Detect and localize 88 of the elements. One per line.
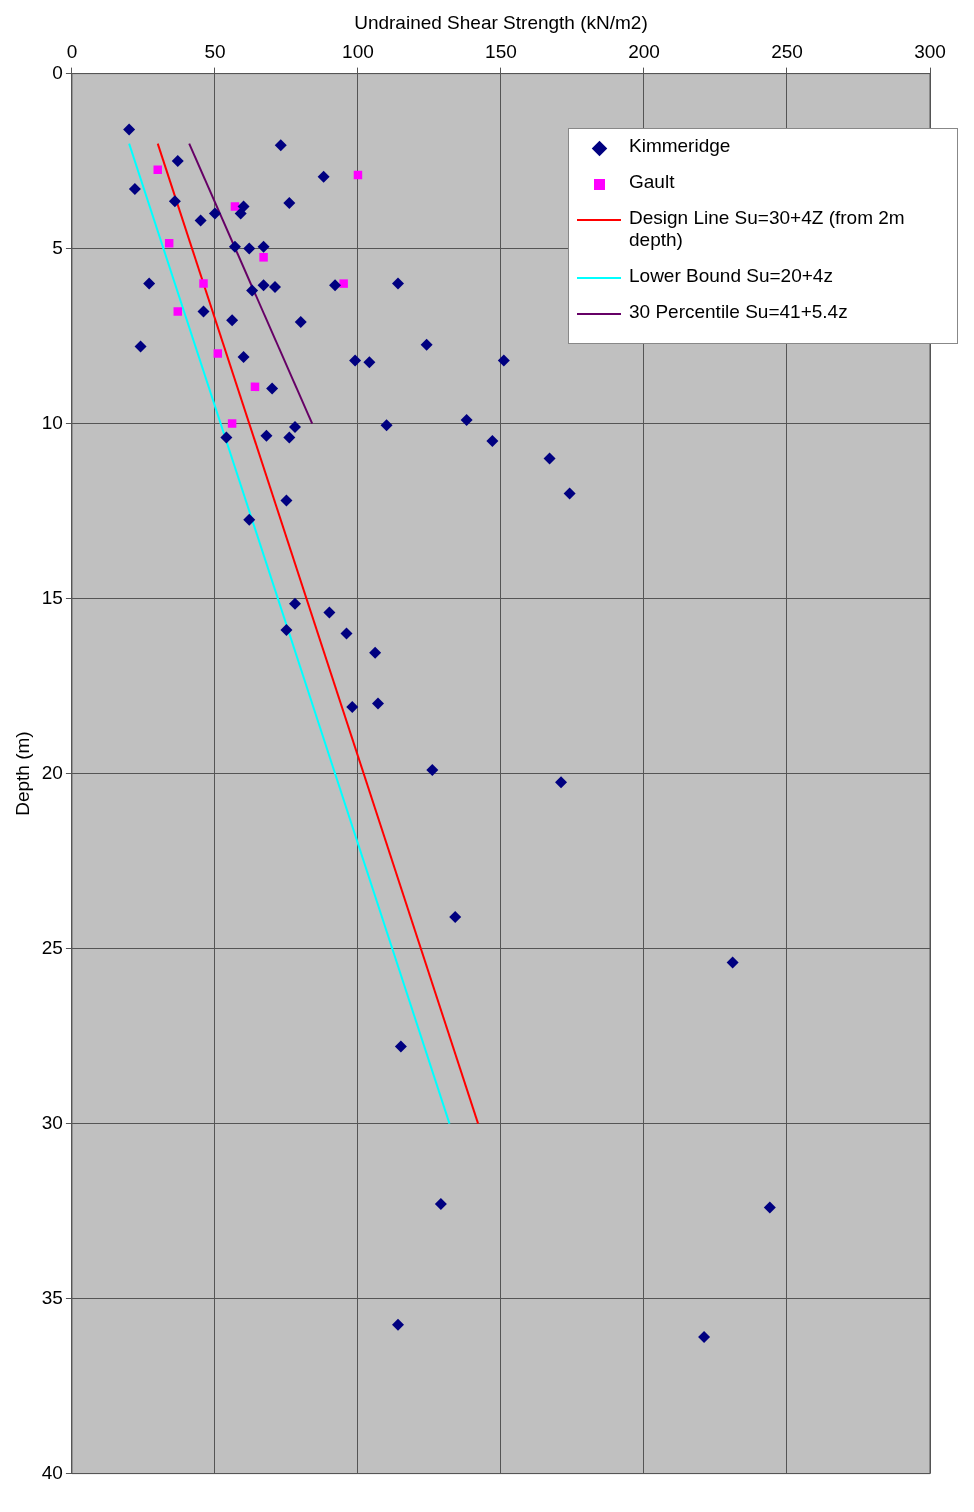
point	[243, 242, 256, 255]
y-tick-label: 30	[41, 1111, 63, 1133]
point	[426, 764, 439, 777]
point	[164, 239, 174, 248]
point	[294, 316, 307, 329]
x-tick-label: 200	[628, 41, 660, 63]
point	[228, 240, 241, 253]
legend-label: Gault	[629, 171, 675, 193]
point	[173, 307, 183, 316]
point	[369, 646, 382, 659]
point	[194, 214, 207, 227]
point	[380, 419, 393, 432]
point	[230, 202, 240, 211]
point	[153, 165, 162, 175]
y-tick-label: 0	[52, 61, 63, 83]
point	[260, 429, 273, 442]
point	[280, 624, 293, 637]
point	[226, 314, 239, 327]
x-tick-label: 100	[342, 41, 374, 63]
point	[246, 284, 259, 297]
point	[555, 776, 568, 789]
point	[220, 431, 233, 444]
point	[227, 419, 237, 428]
point	[213, 349, 223, 358]
point	[289, 597, 302, 610]
x-tick-label: 150	[485, 41, 517, 63]
point	[168, 195, 181, 208]
y-axis-title: Depth (m)	[11, 731, 33, 816]
y-tick-label: 15	[41, 586, 63, 608]
point	[237, 351, 250, 364]
point	[266, 382, 279, 395]
point	[197, 305, 210, 318]
point	[317, 170, 330, 183]
point	[171, 155, 184, 168]
point	[340, 627, 353, 640]
y-tick-label: 35	[41, 1286, 63, 1308]
legend-label: Lower Bound Su=20+4z	[629, 265, 833, 287]
point	[363, 356, 376, 369]
point	[237, 200, 250, 213]
point	[449, 911, 462, 924]
point	[257, 279, 270, 292]
point	[269, 281, 282, 294]
x-tick-label: 0	[66, 41, 78, 63]
y-tick-label: 10	[41, 411, 63, 433]
x-axis-title: Undrained Shear Strength (kN/m2)	[354, 11, 648, 33]
point	[283, 431, 296, 444]
point	[243, 513, 256, 526]
point	[143, 277, 156, 290]
legend-label: 30 Percentile Su=41+5.4z	[629, 301, 848, 323]
point	[486, 435, 499, 448]
point	[123, 123, 136, 136]
point	[134, 340, 147, 353]
y-tick-label: 5	[52, 236, 63, 258]
point	[394, 1040, 407, 1053]
y-tick-label: 40	[41, 1461, 63, 1483]
point	[208, 207, 221, 220]
point	[283, 197, 296, 210]
x-tick-label: 50	[204, 41, 226, 63]
legend-label: Design Line Su=30+4Z (from 2m depth)	[629, 207, 906, 251]
point	[280, 494, 293, 507]
point	[349, 354, 362, 367]
point	[274, 139, 287, 152]
point	[497, 354, 510, 367]
point	[698, 1331, 711, 1344]
point	[128, 183, 141, 196]
legend-label: Kimmeridge	[629, 135, 731, 157]
point	[346, 701, 359, 714]
point	[259, 253, 268, 262]
point	[392, 277, 404, 290]
point	[563, 487, 576, 500]
point	[371, 697, 384, 710]
y-tick-label: 20	[41, 761, 63, 783]
point	[543, 452, 556, 465]
point	[460, 414, 473, 427]
y-tick-label: 25	[41, 936, 63, 958]
x-tick-label: 300	[914, 41, 946, 63]
point	[420, 338, 433, 351]
point	[726, 956, 739, 969]
point	[199, 279, 208, 288]
point	[257, 240, 270, 253]
point	[763, 1201, 776, 1214]
point	[339, 279, 348, 288]
x-tick-label: 250	[771, 41, 803, 63]
point	[392, 1318, 404, 1331]
point	[329, 279, 342, 292]
point	[323, 606, 336, 619]
point	[289, 421, 302, 434]
point	[434, 1198, 447, 1211]
